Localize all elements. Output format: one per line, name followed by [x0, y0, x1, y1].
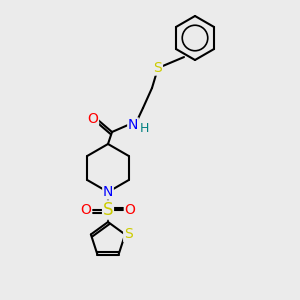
Text: O: O — [124, 203, 135, 217]
Text: S: S — [103, 201, 113, 219]
Text: S: S — [124, 227, 133, 242]
Text: H: H — [139, 122, 149, 134]
Text: S: S — [154, 61, 162, 75]
Text: N: N — [128, 118, 138, 132]
Text: O: O — [81, 203, 92, 217]
Text: N: N — [103, 185, 113, 199]
Text: O: O — [88, 112, 98, 126]
